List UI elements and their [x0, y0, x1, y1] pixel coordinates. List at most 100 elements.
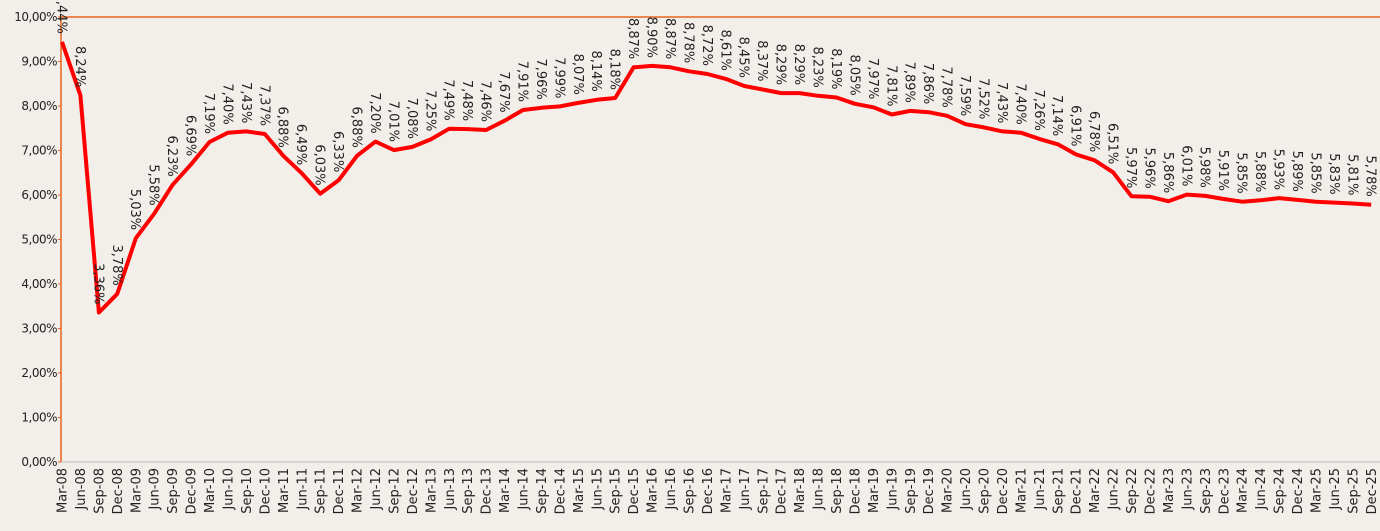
x-tick-label: Jun-23: [1180, 468, 1195, 511]
x-tick-label: Sep-22: [1125, 468, 1140, 514]
data-label: 5,85%: [1307, 152, 1322, 193]
x-tick-label: Sep-08: [92, 468, 107, 514]
x-tick-label: Dec-10: [258, 468, 273, 514]
y-tick-label: 8,00%: [21, 99, 57, 113]
x-tick-label: Mar-15: [572, 468, 587, 513]
x-tick-label: Dec-22: [1144, 468, 1159, 514]
data-label: 7,99%: [551, 57, 566, 98]
data-label: 5,96%: [1141, 147, 1156, 188]
x-tick-label: Dec-23: [1217, 468, 1232, 514]
x-tick-label: Dec-25: [1365, 468, 1380, 514]
x-tick-label: Jun-08: [74, 468, 89, 511]
x-tick-label: Mar-09: [129, 468, 144, 513]
data-label: 8,14%: [588, 50, 603, 91]
x-tick-label: Sep-23: [1199, 468, 1214, 514]
x-tick-label: Mar-08: [56, 468, 71, 513]
data-label: 5,83%: [1326, 153, 1341, 194]
data-label: 7,01%: [385, 101, 400, 142]
data-label: 7,14%: [1049, 95, 1064, 136]
x-tick-label: Sep-19: [904, 468, 919, 514]
y-tick-label: 0,00%: [21, 455, 57, 469]
data-label: 8,24%: [72, 46, 87, 87]
data-label: 5,86%: [1160, 152, 1175, 193]
data-label: 5,03%: [127, 189, 142, 230]
x-tick-label: Jun-17: [738, 468, 753, 511]
data-label: 8,05%: [846, 54, 861, 95]
x-tick-label: Dec-17: [775, 468, 790, 514]
data-label: 7,78%: [939, 66, 954, 107]
data-label: 7,26%: [1031, 90, 1046, 131]
data-label: 7,40%: [1012, 83, 1027, 124]
data-label: 8,18%: [607, 49, 622, 90]
x-tick-label: Mar-16: [646, 468, 661, 513]
data-label: 8,90%: [644, 17, 659, 58]
data-label: 8,29%: [791, 44, 806, 85]
data-label: 7,97%: [865, 58, 880, 99]
data-label: 6,49%: [293, 124, 308, 165]
y-tick-label: 1,00%: [21, 411, 57, 425]
y-tick-label: 2,00%: [21, 366, 57, 380]
x-tick-label: Jun-19: [885, 468, 900, 511]
x-tick-label: Dec-24: [1291, 468, 1306, 514]
x-tick-label: Dec-15: [627, 468, 642, 514]
data-label: 5,89%: [1289, 151, 1304, 192]
data-label: 7,48%: [459, 80, 474, 121]
data-label: 6,23%: [164, 135, 179, 176]
data-label: 8,45%: [736, 37, 751, 78]
data-label: 7,52%: [975, 78, 990, 119]
data-label: 6,51%: [1105, 123, 1120, 164]
x-tick-label: Dec-13: [480, 468, 495, 514]
data-label: 5,85%: [1234, 152, 1249, 193]
data-label: 6,01%: [1178, 145, 1193, 186]
x-tick-label: Sep-21: [1051, 468, 1066, 514]
x-tick-label: Jun-22: [1107, 468, 1122, 511]
data-label: 8,29%: [773, 44, 788, 85]
data-label: 7,81%: [883, 65, 898, 106]
data-label: 7,59%: [957, 75, 972, 116]
data-label: 9,44%: [53, 0, 68, 34]
data-label: 7,86%: [920, 63, 935, 104]
data-label: 6,69%: [183, 115, 198, 156]
data-label: 8,87%: [662, 18, 677, 59]
data-label: 7,96%: [533, 58, 548, 99]
data-label: 8,07%: [570, 54, 585, 95]
x-tick-label: Sep-14: [535, 468, 550, 514]
x-tick-label: Jun-11: [295, 468, 310, 511]
data-line: [60, 41, 1372, 315]
data-label: 5,97%: [1123, 147, 1138, 188]
x-tick-label: Jun-12: [369, 468, 384, 511]
data-label: 5,98%: [1197, 147, 1212, 188]
data-label: 8,87%: [625, 18, 640, 59]
data-label: 6,03%: [312, 144, 327, 185]
x-tick-label: Mar-11: [277, 468, 292, 513]
x-tick-label: Sep-20: [978, 468, 993, 514]
data-label: 8,19%: [828, 48, 843, 89]
x-tick-label: Mar-20: [941, 468, 956, 513]
x-tick-label: Mar-24: [1236, 468, 1251, 513]
x-tick-label: Jun-24: [1254, 468, 1269, 511]
x-tick-label: Dec-16: [701, 468, 716, 514]
x-tick-label: Sep-09: [166, 468, 181, 514]
y-tick-label: 3,00%: [21, 322, 57, 336]
data-label: 5,81%: [1344, 154, 1359, 195]
data-label: 6,91%: [1068, 105, 1083, 146]
x-tick-label: Dec-11: [332, 468, 347, 514]
x-tick-label: Sep-13: [461, 468, 476, 514]
y-tick-label: 7,00%: [21, 144, 57, 158]
data-label: 5,88%: [1252, 151, 1267, 192]
x-tick-label: Mar-25: [1309, 468, 1324, 513]
x-tick-label: Dec-12: [406, 468, 421, 514]
x-tick-label: Sep-18: [830, 468, 845, 514]
x-tick-label: Sep-11: [314, 468, 329, 514]
x-tick-label: Dec-21: [1070, 468, 1085, 514]
y-tick-label: 6,00%: [21, 188, 57, 202]
x-tick-label: Mar-14: [498, 468, 513, 513]
x-tick-label: Sep-10: [240, 468, 255, 514]
data-label: 7,89%: [902, 62, 917, 103]
x-tick-label: Sep-24: [1273, 468, 1288, 514]
data-label: 7,08%: [404, 98, 419, 139]
data-label: 3,78%: [109, 244, 124, 285]
data-label: 8,72%: [699, 25, 714, 66]
data-label: 7,37%: [256, 85, 271, 126]
